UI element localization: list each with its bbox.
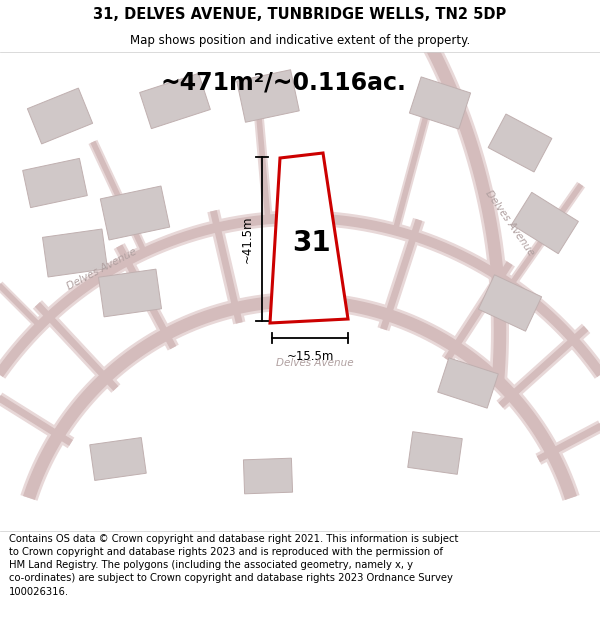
Polygon shape [488,114,552,172]
Text: Delves Avenue: Delves Avenue [276,358,354,368]
Text: ~41.5m: ~41.5m [241,215,254,262]
Text: 31: 31 [293,229,331,257]
Polygon shape [409,77,470,129]
Text: Delves Avenue: Delves Avenue [65,246,139,292]
Text: ~471m²/~0.116ac.: ~471m²/~0.116ac. [160,71,406,95]
Polygon shape [90,438,146,481]
Text: Contains OS data © Crown copyright and database right 2021. This information is : Contains OS data © Crown copyright and d… [9,534,458,597]
Polygon shape [244,458,293,494]
Text: ~15.5m: ~15.5m [286,350,334,363]
Polygon shape [512,192,578,254]
Polygon shape [438,358,498,408]
Polygon shape [270,153,348,323]
Polygon shape [98,269,161,317]
Polygon shape [100,186,170,240]
Text: 31, DELVES AVENUE, TUNBRIDGE WELLS, TN2 5DP: 31, DELVES AVENUE, TUNBRIDGE WELLS, TN2 … [94,7,506,22]
Text: Delves Avenue: Delves Avenue [484,188,536,258]
Polygon shape [28,88,92,144]
Polygon shape [408,432,462,474]
Polygon shape [23,158,88,208]
Polygon shape [43,229,107,277]
Polygon shape [140,73,211,129]
Polygon shape [478,275,542,331]
Polygon shape [237,70,299,122]
Text: Map shows position and indicative extent of the property.: Map shows position and indicative extent… [130,34,470,47]
